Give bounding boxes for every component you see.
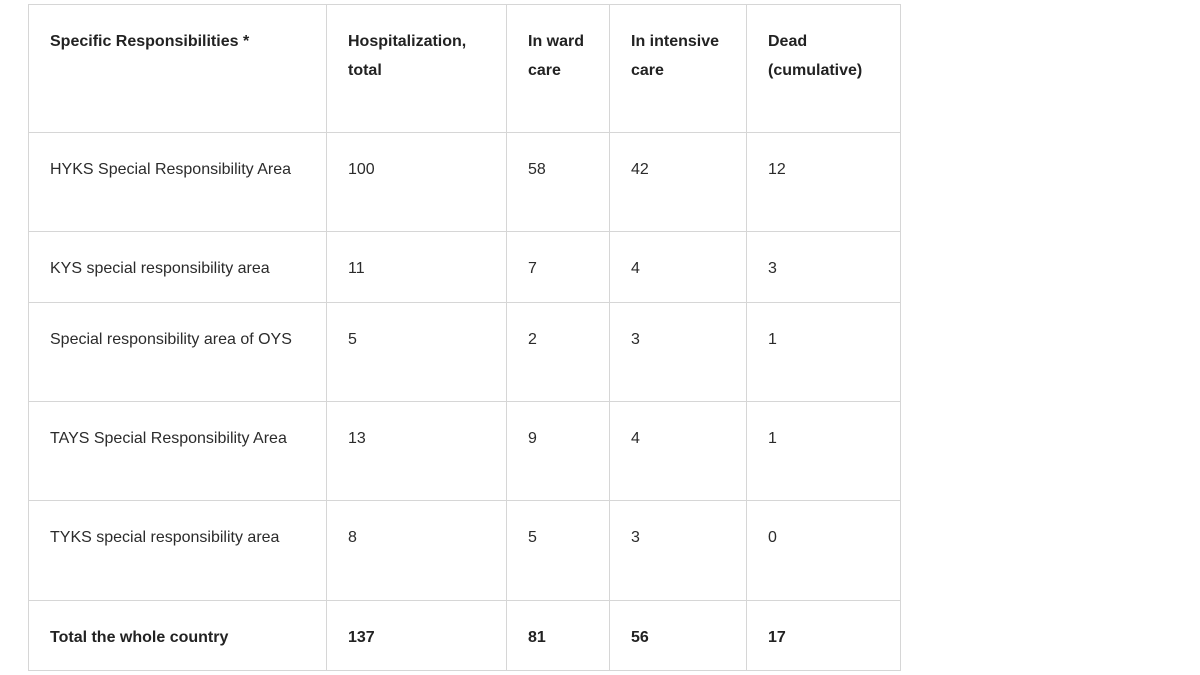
table-row: Special responsibility area of OYS 5 2 3 1 xyxy=(28,302,901,402)
cell-hospitalization-total: 100 xyxy=(326,132,507,232)
cell-intensive-care: 3 xyxy=(609,500,747,601)
cell-intensive-care: 42 xyxy=(609,132,747,232)
cell-area: KYS special responsibility area xyxy=(28,231,327,303)
cell-intensive-care: 4 xyxy=(609,231,747,303)
table-row: KYS special responsibility area 11 7 4 3 xyxy=(28,231,901,303)
cell-area: TAYS Special Responsibility Area xyxy=(28,401,327,501)
total-ward-care: 81 xyxy=(506,600,610,671)
header-intensive-care: In intensive care xyxy=(609,4,747,133)
cell-ward-care: 7 xyxy=(506,231,610,303)
table-row: HYKS Special Responsibility Area 100 58 42 1… xyxy=(28,132,901,232)
cell-hospitalization-total: 11 xyxy=(326,231,507,303)
total-hospitalization-total: 137 xyxy=(326,600,507,671)
header-ward-care: In ward care xyxy=(506,4,610,133)
cell-dead: 0 xyxy=(746,500,901,601)
cell-hospitalization-total: 5 xyxy=(326,302,507,402)
table-row: TYKS special responsibility area 8 5 3 0 xyxy=(28,500,901,601)
cell-dead: 1 xyxy=(746,401,901,501)
cell-ward-care: 9 xyxy=(506,401,610,501)
header-dead: Dead (cumulative) xyxy=(746,4,901,133)
cell-dead: 12 xyxy=(746,132,901,232)
header-row: Specific Responsibilities * Hospitalizat… xyxy=(28,4,901,133)
total-row: Total the whole country 137 81 56 17 xyxy=(28,600,901,671)
cell-area: TYKS special responsibility area xyxy=(28,500,327,601)
total-area: Total the whole country xyxy=(28,600,327,671)
cell-hospitalization-total: 13 xyxy=(326,401,507,501)
cell-area: HYKS Special Responsibility Area xyxy=(28,132,327,232)
table-row: TAYS Special Responsibility Area 13 9 4 1 xyxy=(28,401,901,501)
cell-ward-care: 2 xyxy=(506,302,610,402)
header-hospitalization-total: Hospitalization, total xyxy=(326,4,507,133)
cell-hospitalization-total: 8 xyxy=(326,500,507,601)
cell-dead: 1 xyxy=(746,302,901,402)
cell-intensive-care: 3 xyxy=(609,302,747,402)
cell-ward-care: 5 xyxy=(506,500,610,601)
header-area: Specific Responsibilities * xyxy=(28,4,327,133)
total-dead: 17 xyxy=(746,600,901,671)
cell-ward-care: 58 xyxy=(506,132,610,232)
cell-area: Special responsibility area of OYS xyxy=(28,302,327,402)
total-intensive-care: 56 xyxy=(609,600,747,671)
cell-intensive-care: 4 xyxy=(609,401,747,501)
hospitalization-table: Specific Responsibilities * Hospitalizat… xyxy=(28,4,901,671)
cell-dead: 3 xyxy=(746,231,901,303)
